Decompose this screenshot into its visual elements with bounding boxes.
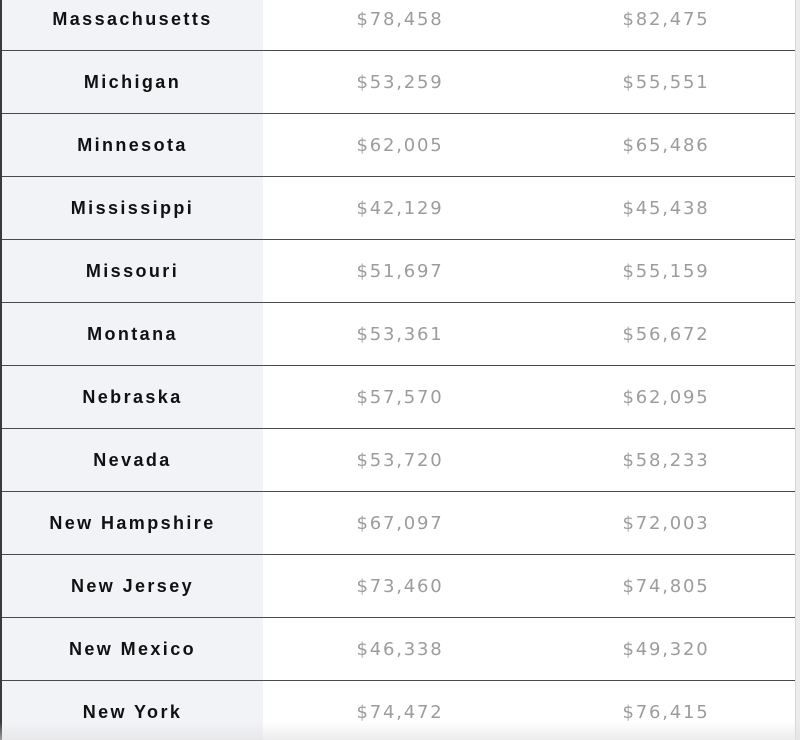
state-cell: Minnesota [2,114,263,176]
state-cell: Nevada [2,429,263,491]
value-cell-1: $74,472 [356,701,444,723]
value-cell-1: $57,570 [356,386,444,408]
table-row: Nebraska $57,570 $62,095 [2,366,795,429]
value-cell-2: $65,486 [622,134,710,156]
table-row: Michigan $53,259 $55,551 [2,51,795,114]
state-cell: New York [2,681,263,740]
table-row: Minnesota $62,005 $65,486 [2,114,795,177]
table-row: New Jersey $73,460 $74,805 [2,555,795,618]
table-row: New Mexico $46,338 $49,320 [2,618,795,681]
value-cell-2: $58,233 [622,449,710,471]
table-row: New York $74,472 $76,415 [2,681,795,740]
value-cell-1: $67,097 [356,512,444,534]
value-cell-1: $73,460 [356,575,444,597]
value-cell-1: $53,361 [356,323,444,345]
value-cell-1: $42,129 [356,197,444,219]
value-cell-1: $62,005 [356,134,444,156]
value-cell-1: $53,259 [356,71,444,93]
value-cell-1: $46,338 [356,638,444,660]
table-row: Nevada $53,720 $58,233 [2,429,795,492]
value-cell-2: $55,159 [622,260,710,282]
state-cell: New Hampshire [2,492,263,554]
state-cell: New Mexico [2,618,263,680]
table-row: New Hampshire $67,097 $72,003 [2,492,795,555]
state-cell: Massachusetts [2,0,263,50]
table-left-border [0,0,2,740]
table-row: Massachusetts $78,458 $82,475 [2,0,795,51]
value-cell-2: $62,095 [622,386,710,408]
value-cell-2: $56,672 [622,323,710,345]
value-cell-1: $78,458 [356,8,444,30]
state-cell: Nebraska [2,366,263,428]
state-cell: Montana [2,303,263,365]
table-row: Mississippi $42,129 $45,438 [2,177,795,240]
value-cell-1: $53,720 [356,449,444,471]
value-cell-2: $76,415 [622,701,710,723]
table-row: Montana $53,361 $56,672 [2,303,795,366]
state-cell: Missouri [2,240,263,302]
value-cell-2: $55,551 [622,71,710,93]
value-cell-2: $45,438 [622,197,710,219]
value-cell-2: $74,805 [622,575,710,597]
value-cell-2: $49,320 [622,638,710,660]
value-cell-2: $82,475 [622,8,710,30]
state-cell: Michigan [2,51,263,113]
scrollbar-track[interactable] [795,0,800,740]
state-cell: New Jersey [2,555,263,617]
value-cell-2: $72,003 [622,512,710,534]
value-cell-1: $51,697 [356,260,444,282]
state-cell: Mississippi [2,177,263,239]
table-row: Missouri $51,697 $55,159 [2,240,795,303]
